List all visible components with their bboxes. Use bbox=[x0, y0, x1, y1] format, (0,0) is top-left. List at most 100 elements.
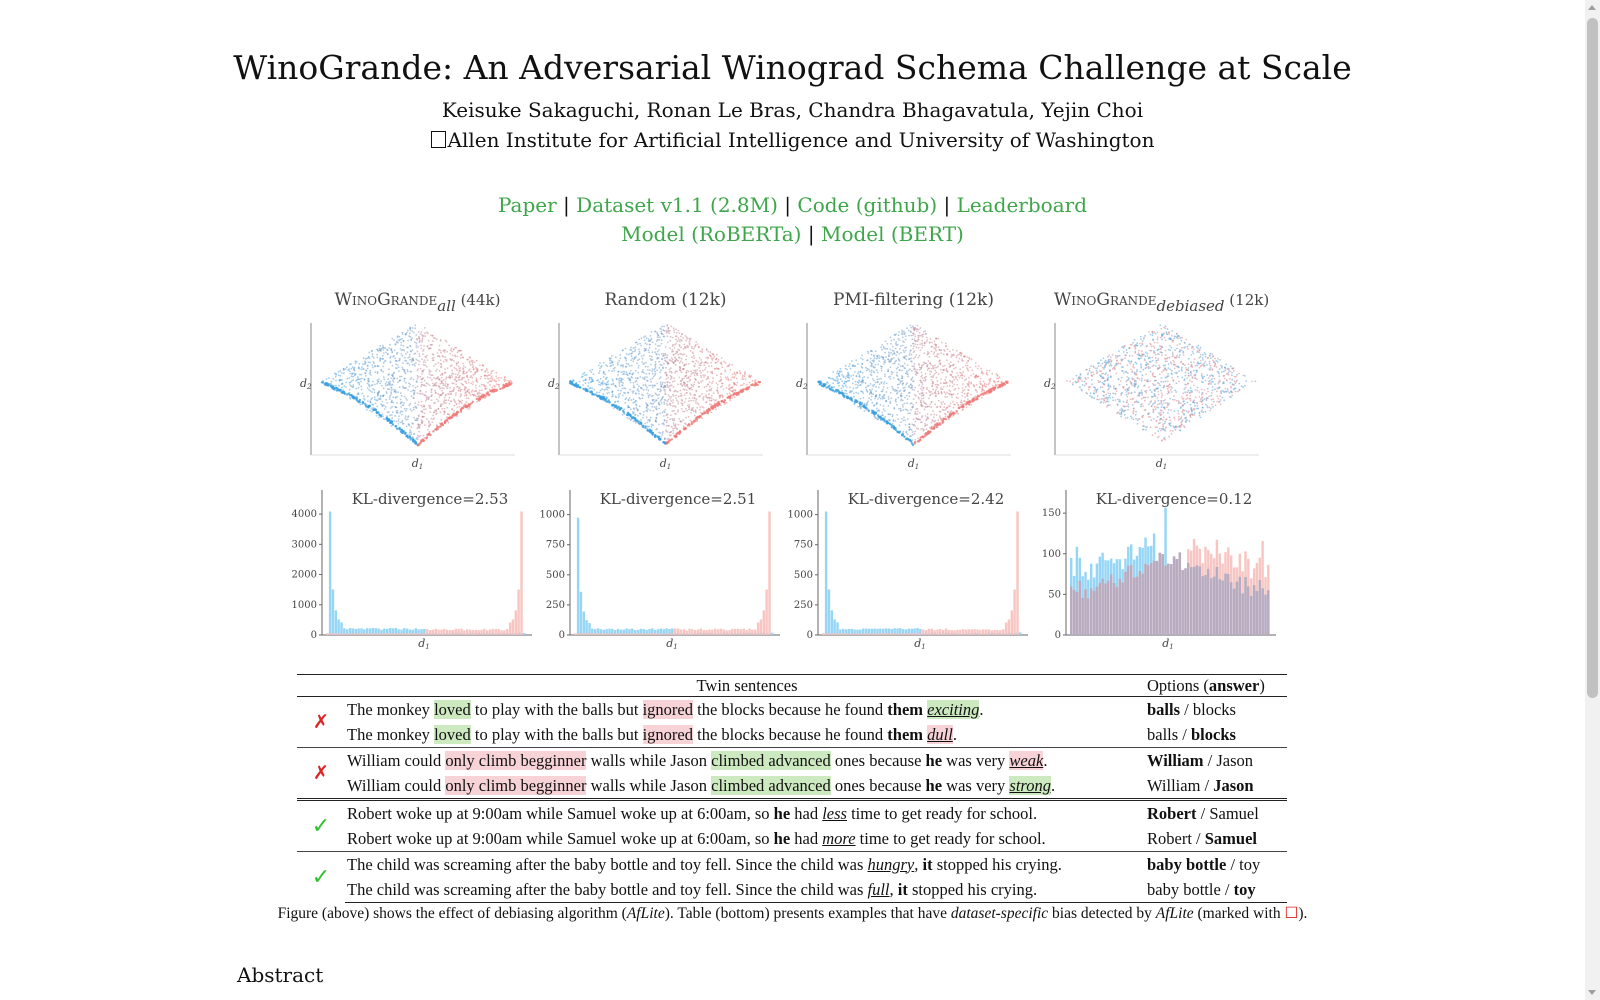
scatter-point bbox=[682, 410, 684, 413]
scatter-point bbox=[612, 363, 614, 366]
scatter-point bbox=[457, 379, 460, 381]
scatter-point bbox=[475, 359, 478, 362]
scatter-point bbox=[1141, 340, 1144, 342]
scatter-point bbox=[670, 370, 672, 373]
dataset-link[interactable]: Dataset v1.1 (2.8M) bbox=[576, 193, 778, 217]
scatter-point bbox=[664, 408, 667, 411]
scatter-point bbox=[827, 385, 830, 388]
scatter-point bbox=[839, 367, 842, 370]
scatter-point bbox=[674, 372, 676, 374]
scatter-point bbox=[906, 402, 908, 405]
scatter-point bbox=[362, 357, 365, 360]
scatter-point bbox=[422, 377, 424, 380]
scatter-point bbox=[885, 391, 888, 393]
scatter-point bbox=[711, 405, 715, 408]
scatter-point bbox=[373, 383, 376, 386]
model-bert-link[interactable]: Model (BERT) bbox=[820, 222, 964, 246]
scatter-point bbox=[614, 384, 617, 387]
scatter-point bbox=[436, 355, 439, 358]
scatter-point bbox=[1177, 410, 1180, 412]
scatter-point bbox=[669, 418, 671, 421]
scatter-point bbox=[907, 375, 909, 378]
scatter-point bbox=[613, 369, 616, 372]
scatter-point bbox=[639, 342, 641, 345]
scatter-point bbox=[920, 401, 923, 404]
scatter-point bbox=[918, 368, 921, 371]
scatter-point bbox=[338, 384, 340, 387]
code-link[interactable]: Code (github) bbox=[797, 193, 938, 217]
model-roberta-link[interactable]: Model (RoBERTa) bbox=[621, 222, 802, 246]
scatter-point bbox=[367, 356, 370, 358]
leaderboard-link[interactable]: Leaderboard bbox=[956, 193, 1087, 217]
scatter-point bbox=[723, 403, 726, 406]
scatter-point bbox=[930, 413, 932, 416]
scatter-point bbox=[877, 398, 879, 400]
scatter-point bbox=[928, 356, 931, 358]
scatter-point bbox=[345, 366, 348, 369]
scatter-point bbox=[661, 411, 664, 414]
scatter-point bbox=[952, 412, 955, 415]
scatter-point bbox=[622, 370, 624, 373]
scatter-point bbox=[1176, 344, 1179, 347]
scatter-point bbox=[870, 362, 873, 365]
scatter-point bbox=[425, 437, 428, 440]
scatter-point bbox=[479, 377, 482, 380]
scatter-point bbox=[654, 348, 657, 350]
scatter-point bbox=[424, 424, 426, 427]
scatter-point bbox=[463, 389, 466, 391]
scatter-point bbox=[920, 392, 923, 395]
scatter-points bbox=[817, 324, 1009, 447]
scatter-point bbox=[665, 332, 668, 334]
scatter-point bbox=[654, 367, 656, 370]
scatter-point bbox=[636, 383, 639, 386]
scatter-point bbox=[934, 383, 937, 386]
scatter-point bbox=[957, 360, 960, 363]
scatter-point bbox=[656, 339, 659, 341]
scatter-point bbox=[417, 359, 419, 362]
scatter-point bbox=[905, 346, 908, 349]
link-separator: | bbox=[943, 193, 951, 217]
scatter-point bbox=[903, 367, 906, 369]
scatter-point bbox=[679, 368, 681, 371]
scatter-point bbox=[710, 397, 713, 399]
scatter-point bbox=[357, 393, 360, 395]
scatter-point bbox=[379, 360, 382, 362]
scatter-point bbox=[724, 369, 726, 371]
scatter-point bbox=[427, 332, 429, 335]
scatter-point bbox=[845, 375, 848, 378]
scatter-point bbox=[390, 420, 393, 423]
scatter-point bbox=[389, 407, 392, 409]
scatter-point bbox=[621, 413, 624, 416]
scatter-point bbox=[394, 357, 396, 360]
scatter-point bbox=[848, 374, 851, 376]
scatter-point bbox=[389, 394, 392, 397]
scatter-point bbox=[423, 408, 425, 411]
scatter-point bbox=[683, 377, 685, 380]
scatter-point bbox=[387, 381, 390, 384]
scatter-point bbox=[963, 392, 966, 395]
scatter-point bbox=[914, 412, 916, 415]
scatter-point bbox=[857, 363, 859, 365]
scatter-point bbox=[733, 376, 736, 378]
scatter-point bbox=[663, 325, 665, 328]
scatter-point bbox=[685, 423, 687, 426]
scatter-point bbox=[683, 343, 686, 346]
scatter-point bbox=[489, 377, 492, 380]
scatter-point bbox=[858, 376, 861, 378]
scatter-point bbox=[432, 382, 434, 385]
scatter-point bbox=[659, 363, 662, 366]
scatter-point bbox=[376, 356, 379, 359]
scatter-point bbox=[1132, 341, 1134, 344]
scatter-point bbox=[686, 409, 688, 412]
scatter-point bbox=[632, 347, 635, 350]
scatter-point bbox=[906, 409, 909, 412]
scatter-point bbox=[914, 333, 916, 336]
scatter-point bbox=[739, 372, 742, 375]
paper-link[interactable]: Paper bbox=[498, 193, 557, 217]
scatter-point bbox=[420, 392, 422, 395]
scatter-point bbox=[638, 405, 641, 408]
scatter-point bbox=[660, 436, 662, 438]
scatter-point bbox=[899, 365, 902, 367]
scatter-point bbox=[393, 377, 396, 380]
scatter-point bbox=[903, 416, 905, 419]
